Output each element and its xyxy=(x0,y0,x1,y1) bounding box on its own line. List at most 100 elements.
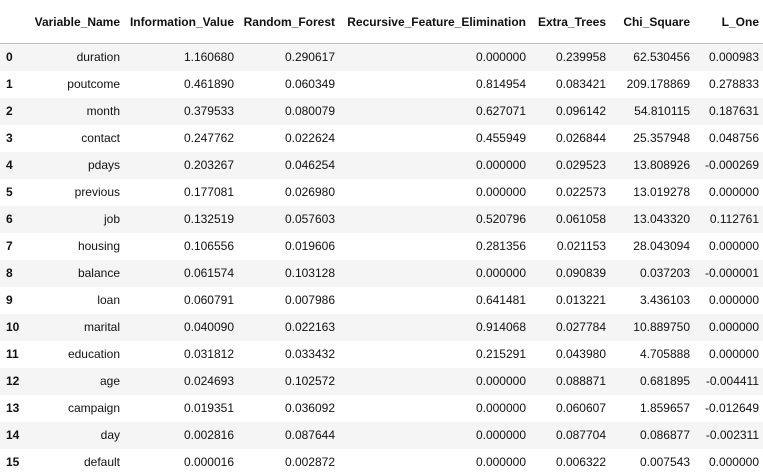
table-row: 13 campaign 0.019351 0.036092 0.000000 0.0606… xyxy=(0,395,763,422)
cell-extra-trees: 0.090839 xyxy=(530,260,610,287)
cell-random-forest: 0.103128 xyxy=(238,260,339,287)
cell-recursive-feature-elimination: 0.000000 xyxy=(339,44,530,71)
cell-recursive-feature-elimination: 0.000000 xyxy=(339,260,530,287)
cell-information-value: 0.203267 xyxy=(124,152,238,179)
cell-recursive-feature-elimination: 0.914068 xyxy=(339,314,530,341)
column-header-information-value: Information_Value xyxy=(124,0,238,44)
cell-information-value: 0.040090 xyxy=(124,314,238,341)
row-index: 8 xyxy=(0,260,28,287)
cell-extra-trees: 0.083421 xyxy=(530,71,610,98)
cell-information-value: 0.177081 xyxy=(124,179,238,206)
cell-recursive-feature-elimination: 0.000000 xyxy=(339,152,530,179)
cell-variable-name: pdays xyxy=(28,152,124,179)
cell-l-one: 0.000983 xyxy=(694,44,763,71)
cell-recursive-feature-elimination: 0.000000 xyxy=(339,422,530,449)
cell-information-value: 1.160680 xyxy=(124,44,238,71)
cell-chi-square: 209.178869 xyxy=(610,71,694,98)
row-index: 1 xyxy=(0,71,28,98)
cell-l-one: 0.000000 xyxy=(694,233,763,260)
row-index: 5 xyxy=(0,179,28,206)
table-row: 5 previous 0.177081 0.026980 0.000000 0.02257… xyxy=(0,179,763,206)
row-index: 4 xyxy=(0,152,28,179)
cell-information-value: 0.061574 xyxy=(124,260,238,287)
cell-l-one: -0.000269 xyxy=(694,152,763,179)
table-row: 7 housing 0.106556 0.019606 0.281356 0.021153… xyxy=(0,233,763,260)
cell-variable-name: previous xyxy=(28,179,124,206)
cell-chi-square: 54.810115 xyxy=(610,98,694,125)
cell-chi-square: 4.705888 xyxy=(610,341,694,368)
cell-variable-name: default xyxy=(28,449,124,476)
cell-recursive-feature-elimination: 0.455949 xyxy=(339,125,530,152)
cell-chi-square: 13.808926 xyxy=(610,152,694,179)
cell-recursive-feature-elimination: 0.281356 xyxy=(339,233,530,260)
cell-recursive-feature-elimination: 0.215291 xyxy=(339,341,530,368)
cell-chi-square: 62.530456 xyxy=(610,44,694,71)
cell-random-forest: 0.022624 xyxy=(238,125,339,152)
row-index: 9 xyxy=(0,287,28,314)
cell-l-one: 0.048756 xyxy=(694,125,763,152)
cell-extra-trees: 0.006322 xyxy=(530,449,610,476)
cell-information-value: 0.106556 xyxy=(124,233,238,260)
cell-recursive-feature-elimination: 0.520796 xyxy=(339,206,530,233)
cell-random-forest: 0.057603 xyxy=(238,206,339,233)
cell-chi-square: 0.007543 xyxy=(610,449,694,476)
cell-variable-name: month xyxy=(28,98,124,125)
row-index: 10 xyxy=(0,314,28,341)
cell-variable-name: education xyxy=(28,341,124,368)
cell-extra-trees: 0.088871 xyxy=(530,368,610,395)
row-index: 15 xyxy=(0,449,28,476)
cell-recursive-feature-elimination: 0.641481 xyxy=(339,287,530,314)
cell-variable-name: day xyxy=(28,422,124,449)
cell-information-value: 0.247762 xyxy=(124,125,238,152)
cell-chi-square: 3.436103 xyxy=(610,287,694,314)
cell-extra-trees: 0.087704 xyxy=(530,422,610,449)
row-index: 13 xyxy=(0,395,28,422)
table-row: 1 poutcome 0.461890 0.060349 0.814954 0.08342… xyxy=(0,71,763,98)
cell-variable-name: balance xyxy=(28,260,124,287)
cell-information-value: 0.132519 xyxy=(124,206,238,233)
cell-random-forest: 0.026980 xyxy=(238,179,339,206)
table-row: 2 month 0.379533 0.080079 0.627071 0.096142 54… xyxy=(0,98,763,125)
cell-extra-trees: 0.096142 xyxy=(530,98,610,125)
row-index: 12 xyxy=(0,368,28,395)
cell-l-one: -0.012649 xyxy=(694,395,763,422)
row-index: 7 xyxy=(0,233,28,260)
cell-recursive-feature-elimination: 0.000000 xyxy=(339,395,530,422)
cell-information-value: 0.060791 xyxy=(124,287,238,314)
table-row: 12 age 0.024693 0.102572 0.000000 0.088871 0.6… xyxy=(0,368,763,395)
cell-extra-trees: 0.239958 xyxy=(530,44,610,71)
cell-l-one: 0.000000 xyxy=(694,449,763,476)
cell-extra-trees: 0.061058 xyxy=(530,206,610,233)
cell-recursive-feature-elimination: 0.627071 xyxy=(339,98,530,125)
table-row: 4 pdays 0.203267 0.046254 0.000000 0.029523 13… xyxy=(0,152,763,179)
cell-information-value: 0.379533 xyxy=(124,98,238,125)
row-index: 14 xyxy=(0,422,28,449)
cell-recursive-feature-elimination: 0.000000 xyxy=(339,179,530,206)
cell-recursive-feature-elimination: 0.814954 xyxy=(339,71,530,98)
table-header: Variable_Name Information_Value Random_F… xyxy=(0,0,763,44)
table-row: 0 duration 1.160680 0.290617 0.000000 0.23995… xyxy=(0,44,763,71)
table-body: 0 duration 1.160680 0.290617 0.000000 0.23995… xyxy=(0,44,763,476)
cell-information-value: 0.002816 xyxy=(124,422,238,449)
cell-random-forest: 0.046254 xyxy=(238,152,339,179)
cell-variable-name: marital xyxy=(28,314,124,341)
table-row: 10 marital 0.040090 0.022163 0.914068 0.02778… xyxy=(0,314,763,341)
column-header-chi-square: Chi_Square xyxy=(610,0,694,44)
table-row: 14 day 0.002816 0.087644 0.000000 0.087704 0.0… xyxy=(0,422,763,449)
table-row: 11 education 0.031812 0.033432 0.215291 0.043… xyxy=(0,341,763,368)
column-header-random-forest: Random_Forest xyxy=(238,0,339,44)
cell-recursive-feature-elimination: 0.000000 xyxy=(339,449,530,476)
row-index: 2 xyxy=(0,98,28,125)
cell-chi-square: 25.357948 xyxy=(610,125,694,152)
row-index: 0 xyxy=(0,44,28,71)
cell-information-value: 0.031812 xyxy=(124,341,238,368)
cell-variable-name: poutcome xyxy=(28,71,124,98)
cell-l-one: -0.000001 xyxy=(694,260,763,287)
column-header-recursive-feature-elimination: Recursive_Feature_Elimination xyxy=(339,0,530,44)
cell-chi-square: 13.043320 xyxy=(610,206,694,233)
cell-l-one: -0.004411 xyxy=(694,368,763,395)
cell-recursive-feature-elimination: 0.000000 xyxy=(339,368,530,395)
cell-variable-name: contact xyxy=(28,125,124,152)
cell-extra-trees: 0.022573 xyxy=(530,179,610,206)
